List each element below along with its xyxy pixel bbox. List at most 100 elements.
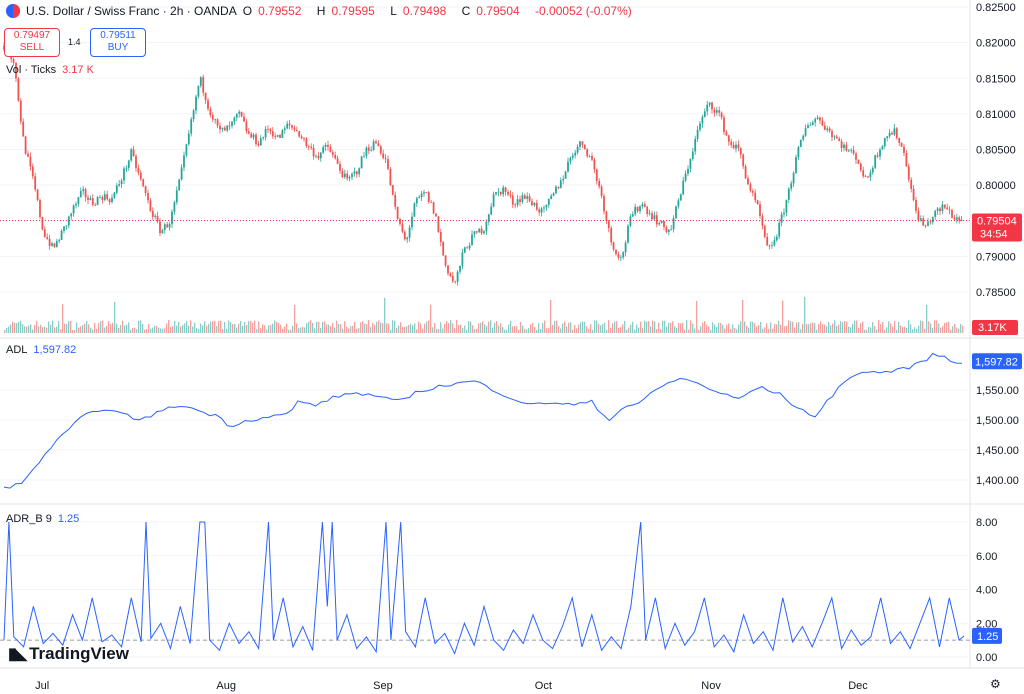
sell-button[interactable]: 0.79497 SELL	[4, 28, 60, 57]
volume-bar	[226, 328, 228, 333]
volume-bar	[730, 328, 732, 333]
volume-bar	[14, 322, 16, 333]
volume-bar	[810, 323, 812, 333]
volume-bar	[282, 328, 284, 333]
volume-bar	[754, 323, 756, 333]
volume-bar	[484, 324, 486, 333]
candle	[27, 153, 29, 157]
candle	[15, 62, 17, 79]
adr-legend[interactable]: ADR_B 9 1.25	[6, 513, 79, 525]
candle	[466, 247, 469, 249]
candle	[948, 209, 951, 211]
price-tick-label: 0.80500	[976, 145, 1016, 157]
candle	[120, 180, 123, 185]
volume-bar	[114, 301, 116, 333]
ohlc-low-label: L	[390, 4, 397, 18]
tradingview-logo[interactable]: ▮◣ TradingView	[8, 644, 129, 664]
volume-bar	[424, 323, 426, 333]
volume-bar	[154, 325, 156, 333]
adl-tick-label: 1,400.00	[976, 475, 1019, 487]
candle	[900, 142, 903, 147]
candle	[843, 144, 845, 148]
volume-bar	[584, 321, 586, 333]
volume-bar	[666, 326, 668, 333]
candle	[367, 147, 370, 151]
volume-bar	[802, 323, 804, 333]
candle	[663, 220, 665, 227]
candle	[192, 110, 195, 120]
candle	[103, 194, 106, 200]
candle	[559, 180, 562, 188]
candle	[600, 186, 603, 197]
volume-bar	[418, 321, 420, 333]
candle	[907, 166, 910, 180]
volume-bar	[276, 321, 278, 333]
volume-bar	[304, 327, 306, 333]
candle	[667, 229, 670, 233]
volume-legend[interactable]: Vol · Ticks 3.17 K	[6, 64, 94, 76]
candle	[288, 123, 291, 126]
candle	[358, 168, 361, 175]
volume-bar	[636, 324, 638, 333]
candle	[48, 238, 51, 246]
volume-bar	[196, 327, 198, 333]
volume-bar	[902, 327, 904, 333]
candle	[651, 213, 653, 220]
candle	[499, 191, 502, 195]
buy-button[interactable]: 0.79511 BUY	[90, 28, 146, 57]
candle	[773, 240, 776, 246]
volume-bar	[506, 329, 508, 333]
symbol-title[interactable]: U.S. Dollar / Swiss Franc · 2h · OANDA	[26, 4, 237, 18]
candle	[300, 136, 303, 139]
candle	[197, 85, 200, 97]
candle	[605, 211, 608, 221]
volume-bar	[544, 320, 546, 333]
candle	[442, 242, 445, 256]
volume-bar	[674, 326, 676, 333]
volume-bar	[190, 320, 192, 333]
volume-bar	[140, 320, 142, 333]
candle	[869, 172, 872, 178]
volume-bar	[400, 322, 402, 333]
volume-bar	[316, 321, 318, 333]
volume-bar	[882, 322, 884, 333]
volume-bar	[476, 328, 478, 333]
candle	[432, 202, 435, 214]
volume-bar	[866, 329, 868, 333]
candle	[519, 199, 521, 203]
candle	[643, 204, 646, 207]
volume-bar	[612, 323, 614, 333]
volume-bar	[516, 326, 518, 333]
volume-bar	[616, 321, 618, 333]
volume-bar	[234, 323, 236, 333]
volume-bar	[742, 299, 744, 333]
candle	[132, 149, 135, 157]
candle	[264, 128, 267, 138]
volume-bar	[524, 328, 526, 333]
settings-gear-icon[interactable]: ⚙	[990, 677, 1001, 691]
volume-bar	[896, 329, 898, 333]
volume-bar	[256, 329, 258, 333]
volume-bar	[264, 325, 266, 333]
candle	[55, 240, 58, 247]
volume-bar	[328, 324, 330, 333]
candle	[737, 144, 740, 149]
adl-legend[interactable]: ADL 1,597.82	[6, 344, 76, 356]
candle	[384, 158, 387, 160]
volume-bar	[8, 326, 10, 333]
volume-bar	[88, 324, 90, 333]
volume-bar	[692, 323, 694, 333]
candle	[627, 225, 629, 243]
volume-bar	[74, 329, 76, 333]
volume-bar	[504, 329, 506, 333]
candle	[874, 155, 877, 168]
volume-bar	[170, 326, 172, 333]
candle	[156, 215, 159, 222]
last-price-tag	[972, 213, 1022, 242]
volume-bar	[124, 325, 126, 333]
volume-bar	[676, 327, 678, 333]
volume-bar	[388, 323, 390, 333]
candle	[816, 117, 819, 119]
candle	[207, 100, 209, 109]
